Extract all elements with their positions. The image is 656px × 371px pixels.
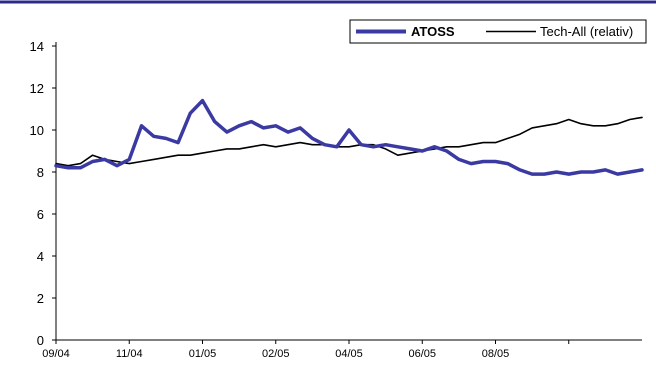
x-tick-label: 01/05 [189,348,217,360]
x-tick-label: 08/05 [482,348,510,360]
series-line-tech-all [55,116,643,167]
x-tick-label: 06/05 [408,348,436,360]
series-layer [54,98,644,176]
x-tick-label: 02/05 [262,348,290,360]
y-tick-label: 8 [37,165,44,180]
y-tick-label: 14 [30,39,44,54]
y-tick-label: 0 [37,333,44,348]
legend: ATOSS Tech-All (relativ) [349,19,647,44]
y-tick-label: 12 [30,81,44,96]
y-tick-label: 6 [37,207,44,222]
y-tick-label: 2 [37,291,44,306]
x-tick-label: 04/05 [335,348,363,360]
y-axis-tick-labels: 0 2 4 6 8 10 12 14 [30,39,44,348]
y-tick-label: 4 [37,249,44,264]
x-tick-label: 11/04 [116,348,143,360]
y-tick-label: 10 [30,123,44,138]
series-line-atoss [54,98,644,176]
legend-label-tech-all: Tech-All (relativ) [540,24,633,39]
x-axis-tick-labels: 09/04 11/04 01/05 02/05 04/05 06/05 08/05 [42,348,509,360]
axes [52,42,642,344]
legend-label-atoss: ATOSS [411,24,455,39]
x-tick-label: 09/04 [42,348,70,360]
